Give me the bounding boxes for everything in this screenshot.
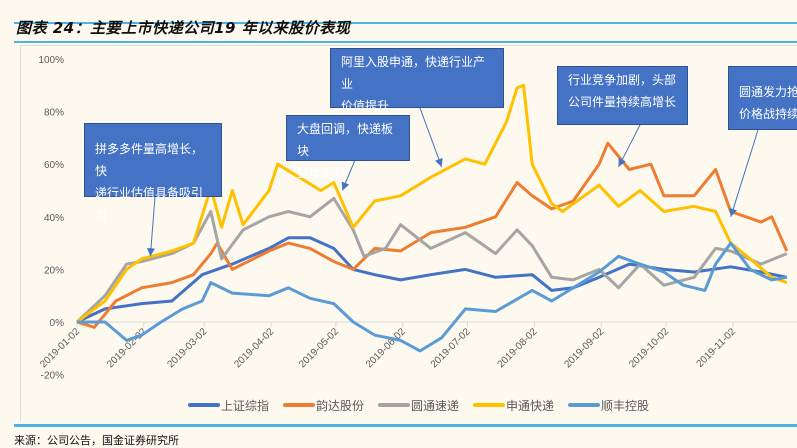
annotation-box: 圆通发力抢 价格战持续 [728,66,797,130]
arrowhead-icon [618,157,626,167]
series-line-2 [76,141,789,329]
x-tick-label: 2019-11-02 [695,326,739,370]
arrowhead-icon [729,207,737,217]
legend-label: 申通快递 [506,399,554,413]
annotation-box: 拼多多件量高增长，快 递行业估值具备吸引力 [84,123,222,222]
y-tick-label: 40% [44,213,64,224]
y-tick-label: 100% [38,55,64,66]
plot-area-frame [20,45,797,421]
annotation-box: 行业竞争加剧，头部 公司件量持续高增长 [557,66,688,125]
source-note: 来源：公司公告，国金证券研究所 [14,434,179,447]
x-tick-label: 2019-07-02 [429,326,473,370]
y-tick-label: 0% [50,318,65,329]
title-rule [14,41,797,43]
x-tick-label: 2019-09-02 [562,326,606,370]
series-line-3 [75,196,788,324]
legend-label: 上证综指 [221,398,269,413]
x-tick-label: 2019-10-02 [627,326,671,370]
x-tick-label: 2019-01-02 [38,326,82,370]
y-tick-label: 20% [44,265,64,276]
annotation-arrow [419,107,443,168]
annotation-box: 大盘回调，快递板块 整体走弱 [286,115,410,180]
y-tick-label: 80% [44,108,64,119]
y-tick-label: -20% [41,371,64,382]
figure-title: 图表 24：主要上市快递公司19 年以来股价表现 [16,19,351,37]
x-tick-label: 2019-03-02 [165,326,209,370]
arrowhead-icon [435,157,443,167]
bottom-rule [14,424,797,427]
arrowhead-icon [146,247,155,257]
annotation-arrow [149,196,156,257]
legend-label: 顺丰控股 [601,399,649,413]
x-tick-label: 2019-04-02 [232,326,276,370]
legend-label: 圆通速递 [411,399,459,413]
arrowhead-icon [341,181,350,191]
annotation-arrow [730,129,759,217]
legend-label: 韵达股份 [316,398,364,413]
x-tick-label: 2019-08-02 [496,326,540,370]
annotation-box: 阿里入股申通，快递行业产业 价值提升 [330,48,504,113]
x-tick-label: 2019-05-02 [297,326,341,370]
series-line-5 [77,241,788,353]
y-tick-label: 60% [44,160,64,171]
top-rule [14,22,797,24]
